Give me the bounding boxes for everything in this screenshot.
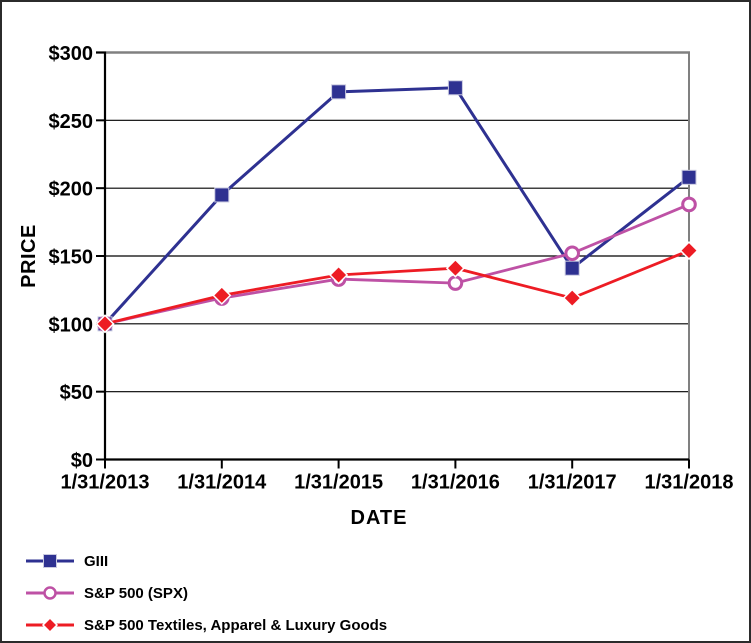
y-tick-label: $150 <box>49 247 94 269</box>
legend-item: GIII <box>25 551 387 571</box>
legend-item: S&P 500 (SPX) <box>25 583 387 603</box>
y-tick-label: $200 <box>49 179 94 201</box>
legend-marker-icon <box>26 586 74 600</box>
circle-marker-icon <box>681 196 697 213</box>
y-tick-label: $50 <box>60 382 93 404</box>
series-line <box>103 86 690 325</box>
legend-marker-icon <box>26 616 74 634</box>
diamond-marker-icon <box>329 265 349 285</box>
legend-item: S&P 500 Textiles, Apparel & Luxury Goods <box>25 615 387 635</box>
x-axis-title: DATE <box>350 507 408 529</box>
y-tick-label: $250 <box>49 111 94 133</box>
x-tick-label: 1/31/2017 <box>528 472 617 494</box>
series-0 <box>97 80 697 332</box>
square-marker-icon <box>447 80 463 96</box>
series-1 <box>97 196 697 332</box>
y-tick-label: $0 <box>71 450 93 472</box>
square-marker-icon <box>331 84 347 100</box>
diamond-marker-icon <box>562 288 582 308</box>
square-marker-icon <box>43 554 57 568</box>
circle-marker-icon <box>447 275 464 291</box>
series-2 <box>95 241 699 334</box>
diamond-marker-icon <box>679 241 699 261</box>
x-tick-label: 1/31/2018 <box>645 472 734 494</box>
square-marker-icon <box>564 260 580 276</box>
legend-label: S&P 500 Textiles, Apparel & Luxury Goods <box>84 616 388 634</box>
diamond-marker-icon <box>41 616 59 634</box>
y-tick-label: $100 <box>49 314 94 336</box>
chart-legend: GIII S&P 500 (SPX) S&P 500 Textiles, Appar… <box>25 551 387 635</box>
x-tick-label: 1/31/2016 <box>411 472 500 494</box>
y-tick-label: $300 <box>49 43 94 65</box>
x-tick-label: 1/31/2015 <box>294 472 383 494</box>
circle-marker-icon <box>43 586 57 600</box>
x-tick-label: 1/31/2013 <box>61 472 150 494</box>
series-line <box>104 249 690 326</box>
diamond-marker-icon <box>212 285 232 305</box>
series-line <box>104 203 690 326</box>
diamond-marker-icon <box>445 258 465 278</box>
legend-marker-icon <box>26 554 74 568</box>
y-axis-title: PRICE <box>18 224 40 288</box>
circle-marker-icon <box>564 245 581 262</box>
legend-label: GIII <box>84 552 109 570</box>
square-marker-icon <box>214 187 230 203</box>
square-marker-icon <box>681 169 697 185</box>
diamond-marker-icon <box>95 314 115 334</box>
legend-label: S&P 500 (SPX) <box>84 584 188 602</box>
x-tick-label: 1/31/2014 <box>177 472 267 494</box>
